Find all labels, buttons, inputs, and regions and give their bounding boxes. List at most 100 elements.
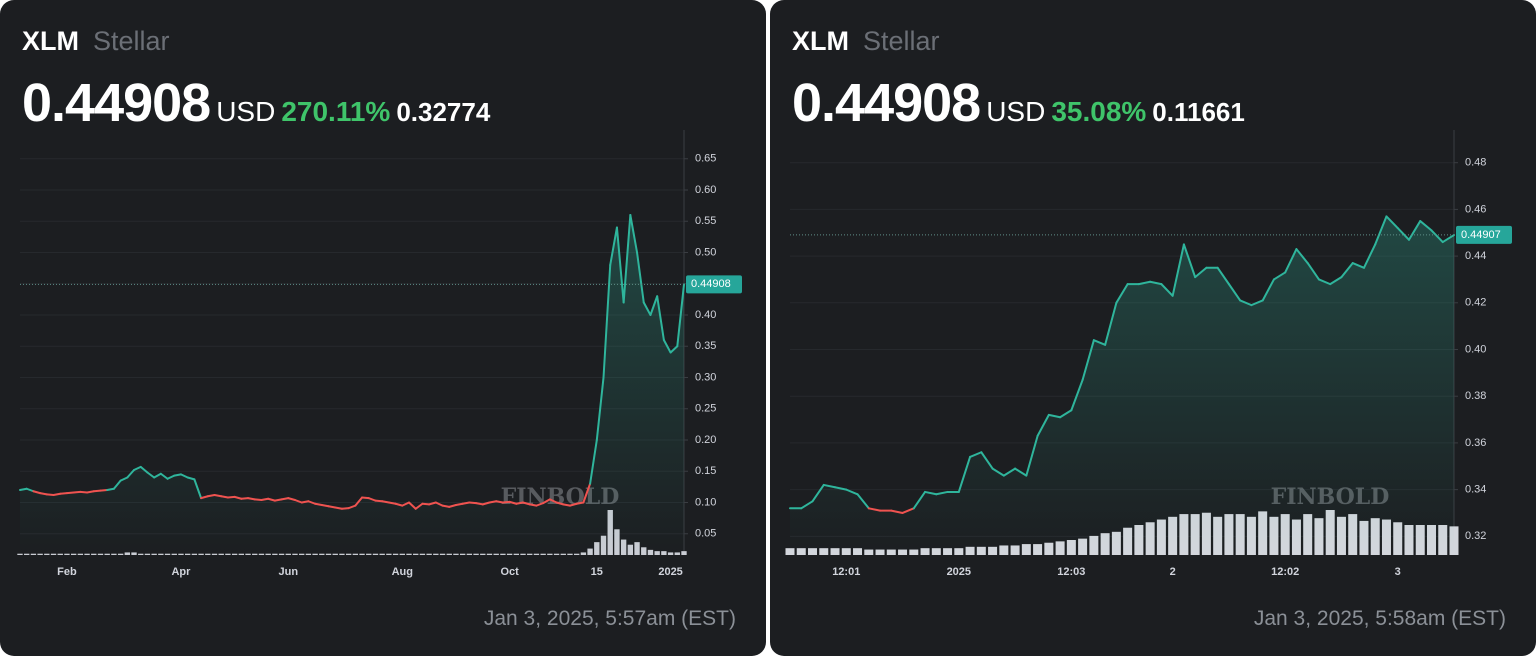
y-tick-label: 0.25	[695, 403, 716, 415]
y-tick-label: 0.20	[695, 434, 716, 446]
change-percent: 270.11%	[281, 96, 391, 127]
price-line	[935, 490, 949, 496]
price-line	[595, 376, 605, 441]
chart: 0.050.100.150.200.250.300.350.400.450.50…	[17, 130, 742, 578]
y-tick-label: 0.32	[1465, 530, 1486, 542]
y-tick-label: 0.36	[1465, 437, 1486, 449]
price-line	[542, 498, 551, 505]
price-line	[834, 486, 848, 491]
price-line	[1250, 299, 1264, 307]
price-line	[1284, 248, 1298, 274]
price-line	[92, 489, 102, 493]
price-line	[582, 482, 592, 504]
price-line	[1160, 283, 1174, 297]
x-tick-label: Aug	[392, 566, 413, 578]
price-line	[126, 469, 136, 479]
price-line	[589, 439, 598, 485]
x-tick-label: 2	[1170, 566, 1176, 578]
price-line	[408, 501, 417, 510]
price-line	[267, 497, 276, 502]
price-line	[394, 502, 404, 507]
price-line	[401, 501, 411, 507]
price-line	[1430, 229, 1444, 244]
x-tick-label: 12:02	[1271, 566, 1299, 578]
price-line	[200, 495, 209, 500]
price-line	[428, 501, 437, 506]
price-line	[119, 476, 129, 482]
price-line	[568, 502, 578, 507]
price-line	[448, 504, 457, 508]
price-line	[461, 501, 471, 505]
price-line	[287, 497, 296, 501]
price-line	[867, 507, 882, 512]
currency: USD	[216, 96, 276, 127]
price-line	[642, 301, 652, 316]
price-line	[106, 487, 115, 491]
header: XLM Stellar	[792, 26, 940, 57]
price-line	[822, 483, 837, 489]
price-line	[1396, 227, 1410, 241]
price-line	[146, 471, 156, 479]
y-tick-label: 0.42	[1465, 297, 1486, 309]
price-line	[1407, 220, 1422, 241]
price-line	[562, 503, 571, 507]
area	[790, 216, 1454, 555]
price-line	[1149, 280, 1163, 286]
price-line	[361, 496, 370, 500]
price-line	[1261, 278, 1275, 302]
price-line	[501, 500, 511, 504]
y-tick-label: 0.40	[695, 309, 716, 321]
asset-name: Stellar	[93, 26, 170, 56]
x-tick-label: 15	[591, 566, 603, 578]
price-line	[1362, 243, 1377, 269]
price-line	[247, 497, 256, 501]
price-line	[575, 501, 585, 505]
y-tick-label: 0.10	[695, 496, 716, 508]
price-line	[280, 497, 290, 501]
price-line	[213, 494, 223, 498]
price-line	[220, 495, 229, 499]
price-line	[434, 501, 444, 507]
price-line	[320, 504, 330, 508]
price-line	[206, 494, 216, 498]
price-line	[1351, 262, 1365, 269]
price-line	[1227, 283, 1242, 302]
price-line	[912, 490, 927, 510]
header: XLM Stellar	[22, 26, 170, 57]
price-line	[253, 498, 263, 501]
price-line	[1092, 339, 1107, 346]
price-line	[72, 490, 82, 494]
symbol: XLM	[22, 26, 79, 56]
price-line	[1239, 299, 1253, 307]
price-line	[1171, 243, 1185, 297]
price-line	[52, 492, 62, 496]
last-price-label: 0.44908	[691, 278, 731, 290]
price-line	[901, 507, 915, 514]
panel: 0.320.340.360.380.400.420.440.460.48FINB…	[770, 0, 1536, 656]
y-tick-label: 0.05	[695, 528, 716, 540]
price-line	[454, 502, 464, 506]
last-price-label: 0.44907	[1461, 229, 1501, 241]
price-line	[381, 500, 390, 504]
y-tick-label: 0.60	[695, 184, 716, 196]
price-line	[45, 493, 55, 496]
price-line	[133, 465, 142, 471]
price-line	[260, 497, 270, 501]
price-line	[1216, 266, 1230, 286]
price-line	[273, 498, 283, 502]
price-line	[226, 495, 236, 499]
price-line	[99, 489, 109, 492]
price-line	[495, 500, 504, 504]
last-price-box	[686, 275, 742, 294]
change-value: 0.32774	[396, 97, 491, 127]
price-line	[441, 504, 451, 508]
y-tick-label: 0.30	[695, 371, 716, 383]
x-tick-label: 2025	[658, 566, 682, 578]
y-tick-label: 0.44	[1465, 250, 1486, 262]
price-line	[1340, 262, 1354, 279]
price-line	[1070, 378, 1084, 412]
y-tick-label: 0.65	[695, 153, 716, 165]
price-line	[340, 507, 350, 510]
price-line	[980, 451, 994, 470]
